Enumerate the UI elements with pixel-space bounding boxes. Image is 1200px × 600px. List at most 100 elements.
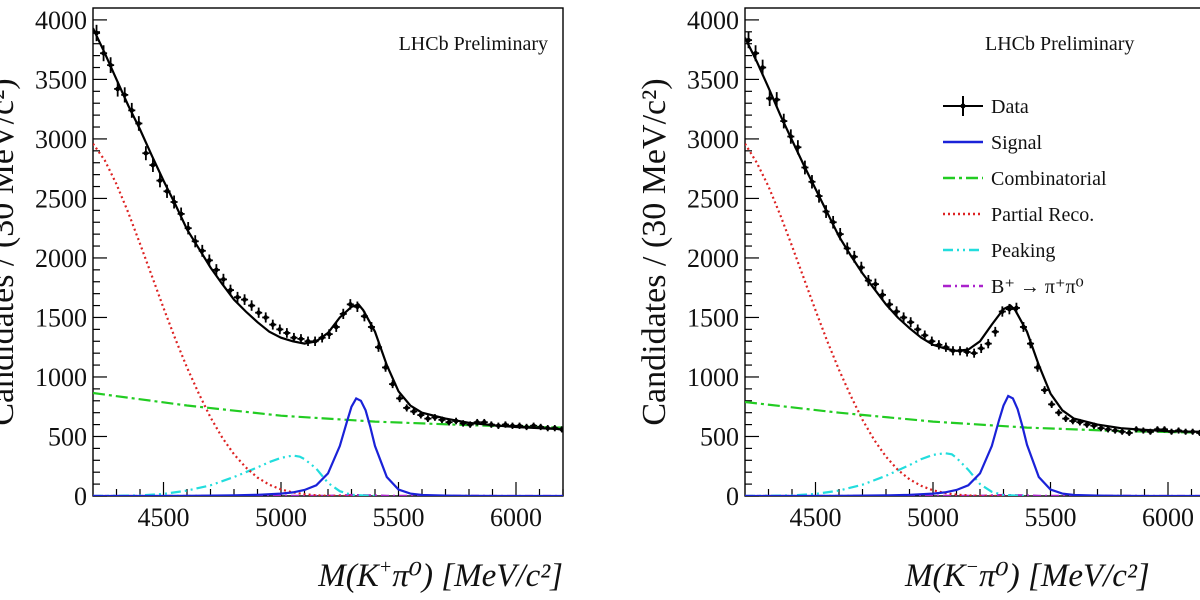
data-point [928, 336, 936, 346]
data-point [530, 422, 538, 429]
x-tick-label: 4500 [790, 503, 842, 532]
data-point [801, 160, 809, 175]
data-point [998, 306, 1006, 317]
data-point [452, 417, 460, 425]
data-point [403, 404, 411, 412]
data-point [537, 423, 545, 431]
y-axis-label: Candidates / (30 MeV/c²) [0, 78, 21, 425]
data-point [1055, 409, 1063, 417]
data-point [170, 195, 178, 209]
data-point [843, 242, 851, 255]
data-point [1139, 427, 1147, 434]
data-point [473, 418, 481, 426]
data-point [100, 45, 108, 62]
data-point [466, 421, 474, 428]
data-point [353, 301, 361, 312]
data-point [234, 291, 242, 303]
y-tick-label: 2500 [35, 184, 87, 213]
legend-label: Partial Reco. [991, 204, 1094, 226]
data-point [836, 228, 844, 241]
data-point [558, 426, 563, 433]
data-point [822, 205, 830, 218]
axis-ticks [93, 19, 564, 497]
data-point [780, 113, 788, 129]
data-point [752, 45, 760, 62]
data-point [1132, 426, 1140, 433]
data-point [121, 87, 129, 103]
data-point [135, 116, 143, 131]
data-point [480, 418, 488, 426]
data-point [325, 329, 333, 339]
x-tick-labels: 4500 5000 5500 6000 [790, 503, 1195, 532]
data-point [184, 221, 192, 235]
x-tick-label: 5000 [907, 503, 959, 532]
series-signal-curve [93, 396, 563, 496]
y-tick-label: 3000 [35, 125, 87, 154]
data-point [304, 336, 312, 346]
data-point [424, 415, 432, 422]
data-point [1062, 415, 1070, 422]
data-point [114, 81, 122, 97]
y-tick-label: 2000 [687, 244, 739, 273]
series-partial-reco--curve [93, 143, 352, 496]
data-point [198, 244, 206, 257]
x-tick-label: 4500 [138, 503, 190, 532]
data-point [241, 294, 249, 305]
data-point [360, 311, 368, 322]
data-point [346, 299, 354, 310]
data-point [977, 343, 985, 354]
y-tick-label: 1000 [687, 363, 739, 392]
data-point [248, 300, 256, 311]
data-point [1083, 421, 1091, 428]
data-point [262, 312, 270, 323]
data-point [1069, 417, 1077, 425]
data-point [921, 330, 929, 341]
data-point [829, 215, 837, 229]
series-peaking-curve [93, 454, 376, 496]
data-point [191, 235, 199, 248]
data-point [396, 394, 404, 403]
series-peaking-curve [745, 452, 1028, 496]
data-point [935, 340, 943, 350]
data-points [93, 24, 563, 433]
data-point [1097, 425, 1105, 432]
series-signal-curve [745, 394, 1200, 496]
y-tick-label: 1500 [35, 303, 87, 332]
data-point [367, 322, 375, 332]
data-point [991, 326, 999, 337]
x-tick-label: 5500 [373, 503, 425, 532]
x-axis-label: M(K−π⁰) [MeV/c²] [904, 556, 1150, 594]
series-total-fit-curve [93, 27, 563, 431]
data-point [1027, 338, 1035, 349]
data-point [311, 336, 319, 346]
data-point [1160, 426, 1168, 433]
data-point [864, 274, 872, 287]
data-point [787, 129, 795, 144]
lhcb-preliminary-label: LHCb Preliminary [399, 33, 548, 55]
data-point [808, 175, 816, 189]
axis-ticks [745, 19, 1193, 497]
legend-label: Data [991, 96, 1029, 118]
y-tick-label: 3500 [687, 65, 739, 94]
data-point [431, 414, 439, 421]
data-point [942, 342, 950, 352]
data-point [759, 59, 767, 76]
legend-entry: Partial Reco. [943, 204, 1094, 226]
data-point [417, 411, 425, 419]
data-point [773, 92, 781, 108]
data-point [1153, 426, 1161, 433]
data-point [1168, 428, 1176, 435]
y-tick-label: 2500 [687, 184, 739, 213]
data-point [1146, 428, 1154, 435]
data-point [1175, 427, 1183, 434]
data-point [142, 146, 150, 161]
data-point [1104, 426, 1112, 433]
y-tick-label: 500 [700, 422, 739, 451]
data-point [255, 307, 263, 318]
data-point [375, 342, 383, 352]
data-point [1125, 429, 1133, 436]
x-tick-label: 6000 [490, 503, 542, 532]
data-point [438, 416, 446, 424]
data-point [445, 418, 453, 426]
y-tick-label: 1000 [35, 363, 87, 392]
